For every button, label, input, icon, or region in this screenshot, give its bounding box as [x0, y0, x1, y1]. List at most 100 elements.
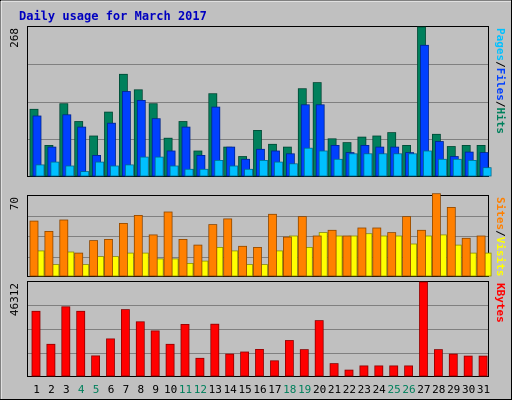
hits-pages-bar — [318, 150, 328, 177]
hits-pages-bar — [408, 153, 418, 177]
chart-title: Daily usage for March 2017 — [19, 9, 207, 23]
visits-legend-item: / — [494, 230, 507, 237]
hits-pages-bar — [154, 156, 164, 177]
kbytes-panel: 46312 KBytes — [8, 281, 507, 377]
hits-pages-bar — [259, 159, 268, 177]
x-tick-label: 2 — [48, 383, 55, 396]
visits-sites-bar — [476, 235, 486, 277]
hits-legend-item: Hits — [494, 108, 507, 135]
visits-sites-bar — [238, 245, 248, 277]
kbytes-legend-item: KBytes — [494, 283, 507, 323]
x-tick-label: 8 — [137, 383, 144, 396]
hits-pages-bar — [423, 150, 432, 177]
hits-pages-bar — [363, 153, 373, 177]
visits-sites-bar — [163, 211, 173, 277]
hits-pages-bar — [169, 165, 179, 177]
hits-files-bar — [77, 126, 87, 177]
x-tick-label: 31 — [477, 383, 490, 396]
kbytes-kbytes-bar — [150, 330, 160, 377]
hits-files-bar — [122, 91, 131, 177]
visits-sites-bar — [148, 234, 158, 277]
hits-pages-bar — [348, 153, 358, 177]
x-tick-label: 18 — [283, 383, 296, 396]
hits-pages-bar — [184, 168, 194, 177]
x-tick-label: 4 — [78, 383, 85, 396]
visits-sites-bar — [193, 244, 203, 277]
hits-pages-bar — [65, 165, 75, 177]
kbytes-kbytes-bar — [329, 363, 339, 377]
kbytes-kbytes-bar — [225, 353, 235, 377]
kbytes-kbytes-bar — [419, 281, 428, 377]
visits-sites-bar — [119, 222, 128, 277]
kbytes-kbytes-bar — [270, 360, 279, 377]
x-tick-label: 22 — [343, 383, 356, 396]
hits-legend: Pages/Files/Hits — [494, 28, 507, 134]
x-tick-label: 12 — [194, 383, 207, 396]
kbytes-kbytes-bar — [240, 351, 250, 377]
x-tick-label: 14 — [224, 383, 238, 396]
visits-sites-bar — [89, 240, 98, 277]
kbytes-kbytes-bar — [255, 348, 264, 377]
hits-pages-bar — [303, 147, 313, 177]
visits-sites-bar — [372, 227, 382, 277]
x-tick-label: 20 — [313, 383, 326, 396]
visits-sites-bar — [297, 216, 307, 277]
kbytes-kbytes-bar — [433, 349, 443, 377]
hits-legend-item: Files — [494, 68, 507, 101]
visits-legend: Sites/Visits — [494, 197, 507, 277]
hits-pages-bar — [482, 167, 492, 177]
kbytes-kbytes-bar — [195, 357, 205, 377]
hits-pages-bar — [393, 153, 403, 177]
visits-sites-bar — [253, 246, 262, 277]
kbytes-kbytes-bar — [210, 323, 220, 377]
hits-pages-bar — [437, 158, 447, 177]
visits-sites-bar — [282, 236, 292, 277]
x-tick-label: 28 — [432, 383, 445, 396]
x-tick-label: 24 — [373, 383, 387, 396]
visits-sites-bar — [312, 235, 322, 277]
x-tick-label: 21 — [328, 383, 341, 396]
visits-sites-bar — [461, 237, 471, 277]
visits-sites-bar — [387, 232, 397, 277]
visits-sites-bar — [327, 229, 337, 277]
visits-sites-bar — [342, 235, 352, 277]
x-tick-label: 13 — [209, 383, 222, 396]
visits-panel: 70 Sites/Visits — [8, 193, 507, 277]
kbytes-kbytes-bar — [180, 323, 190, 377]
kbytes-kbytes-bar — [299, 349, 309, 377]
visits-legend-item: Sites — [494, 197, 507, 230]
hits-pages-bar — [125, 164, 134, 177]
visits-max-label: 70 — [8, 197, 21, 210]
visits-sites-bar — [417, 229, 426, 277]
x-tick-label: 6 — [108, 383, 115, 396]
kbytes-kbytes-bar — [31, 310, 41, 377]
x-tick-label: 30 — [462, 383, 475, 396]
visits-sites-bar — [431, 193, 441, 277]
x-tick-label: 5 — [93, 383, 100, 396]
kbytes-kbytes-bar — [359, 365, 369, 377]
x-tick-label: 9 — [152, 383, 159, 396]
x-tick-label: 7 — [123, 383, 130, 396]
visits-sites-bar — [29, 220, 39, 277]
kbytes-kbytes-bar — [121, 309, 130, 377]
visits-sites-bar — [268, 213, 277, 277]
kbytes-kbytes-bar — [165, 343, 175, 377]
kbytes-kbytes-bar — [135, 321, 145, 377]
x-tick-label: 26 — [402, 383, 415, 396]
kbytes-kbytes-bar — [389, 365, 399, 377]
x-tick-label: 3 — [63, 383, 70, 396]
x-tick-label: 11 — [179, 383, 192, 396]
kbytes-kbytes-bar — [76, 310, 86, 377]
hits-pages-bar — [288, 163, 298, 177]
visits-sites-bar — [74, 252, 84, 277]
hits-legend-item: / — [494, 61, 507, 68]
visits-sites-bar — [104, 238, 113, 277]
kbytes-kbytes-bar — [284, 340, 294, 377]
x-tick-label: 27 — [417, 383, 430, 396]
hits-max-label: 268 — [8, 28, 21, 48]
kbytes-kbytes-bar — [404, 365, 414, 377]
visits-legend-item: Visits — [494, 237, 507, 277]
kbytes-kbytes-bar — [478, 355, 488, 377]
visits-sites-bar — [59, 219, 69, 277]
